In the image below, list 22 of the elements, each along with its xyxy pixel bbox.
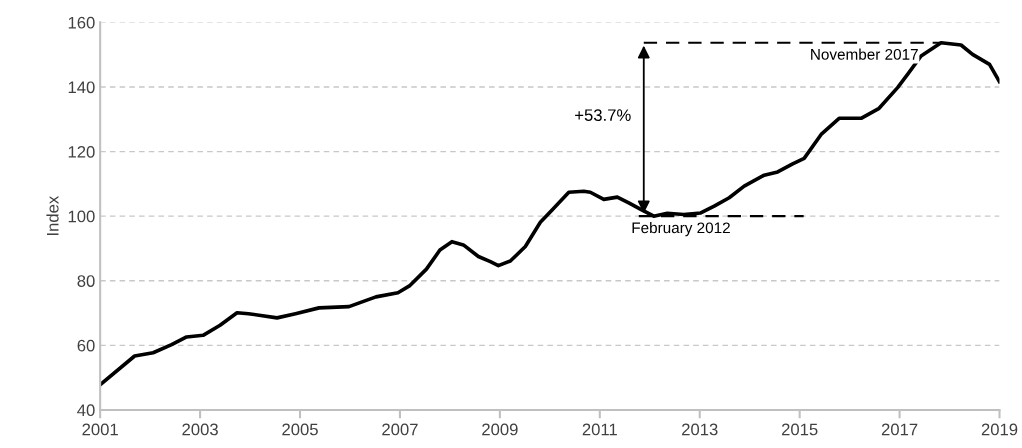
x-tick-label: 2009 bbox=[482, 423, 518, 436]
x-tick-label: 2013 bbox=[682, 423, 718, 436]
y-tick-label: 100 bbox=[68, 210, 95, 223]
x-tick-label: 2001 bbox=[82, 423, 118, 436]
y-axis-title: Index bbox=[46, 195, 59, 236]
y-tick-label: 160 bbox=[68, 16, 95, 29]
y-tick-label: 140 bbox=[68, 81, 95, 94]
annotation: +53.7% bbox=[575, 109, 631, 122]
annotation: November 2017 bbox=[811, 48, 918, 60]
x-tick-label: 2007 bbox=[382, 423, 418, 436]
y-tick-label: 120 bbox=[68, 145, 95, 158]
x-tick-label: 2015 bbox=[781, 423, 818, 436]
annotation: February 2012 bbox=[632, 221, 730, 237]
x-tick-label: 2011 bbox=[582, 423, 617, 436]
y-tick-label: 80 bbox=[77, 275, 95, 287]
x-tick-label: 2005 bbox=[282, 423, 318, 436]
x-tick-label: 2017 bbox=[881, 423, 918, 436]
x-tick-label: 2019 bbox=[981, 423, 1018, 436]
y-tick-label: 40 bbox=[77, 404, 95, 417]
line-series bbox=[100, 40, 1000, 387]
y-tick-label: 60 bbox=[77, 339, 95, 352]
x-tick-label: 2003 bbox=[182, 423, 218, 436]
